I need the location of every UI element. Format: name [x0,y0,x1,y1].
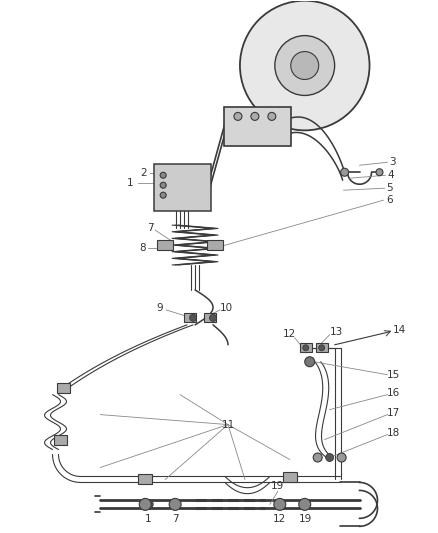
Text: 15: 15 [387,370,400,379]
Text: 12: 12 [273,514,286,524]
Circle shape [240,1,370,131]
Text: 1: 1 [145,514,152,524]
Circle shape [170,499,180,510]
Text: 2: 2 [140,168,147,178]
Circle shape [319,345,325,351]
Circle shape [305,357,314,367]
Text: 12: 12 [283,329,297,339]
Text: 10: 10 [219,303,233,313]
Text: 1: 1 [127,178,134,188]
Text: 11: 11 [221,419,235,430]
Text: 19: 19 [271,481,284,491]
FancyBboxPatch shape [157,240,173,250]
Text: 5: 5 [386,183,393,193]
Text: 17: 17 [387,408,400,418]
Circle shape [160,172,166,178]
Text: 7: 7 [172,514,178,524]
Text: 8: 8 [139,243,145,253]
FancyBboxPatch shape [283,472,297,482]
Text: 7: 7 [147,223,154,233]
Circle shape [300,499,310,510]
FancyBboxPatch shape [224,108,291,147]
Text: 19: 19 [299,514,312,524]
Circle shape [139,498,151,511]
FancyBboxPatch shape [300,343,312,352]
Text: 14: 14 [393,325,406,335]
Circle shape [291,52,319,79]
Text: 13: 13 [330,327,343,337]
Circle shape [169,498,181,511]
FancyBboxPatch shape [184,313,196,322]
Circle shape [326,454,334,462]
Text: 16: 16 [387,387,400,398]
Circle shape [376,169,383,176]
Circle shape [306,358,314,366]
Circle shape [143,499,153,510]
Circle shape [275,499,285,510]
FancyBboxPatch shape [154,164,211,211]
Circle shape [303,345,309,351]
Circle shape [251,112,259,120]
Circle shape [275,36,335,95]
Circle shape [313,453,322,462]
Circle shape [209,314,216,321]
FancyBboxPatch shape [138,474,152,484]
Text: 3: 3 [389,157,396,167]
Circle shape [337,453,346,462]
Circle shape [268,112,276,120]
Circle shape [234,112,242,120]
Circle shape [299,498,311,511]
FancyBboxPatch shape [204,313,216,322]
Circle shape [341,168,349,176]
FancyBboxPatch shape [316,343,328,352]
Text: 9: 9 [157,303,163,313]
Circle shape [160,182,166,188]
Text: 18: 18 [387,427,400,438]
Text: 6: 6 [386,195,393,205]
Circle shape [190,314,197,321]
Circle shape [160,192,166,198]
Text: 4: 4 [387,170,394,180]
FancyBboxPatch shape [207,240,223,250]
Circle shape [274,498,286,511]
FancyBboxPatch shape [53,434,67,445]
FancyBboxPatch shape [57,383,71,393]
